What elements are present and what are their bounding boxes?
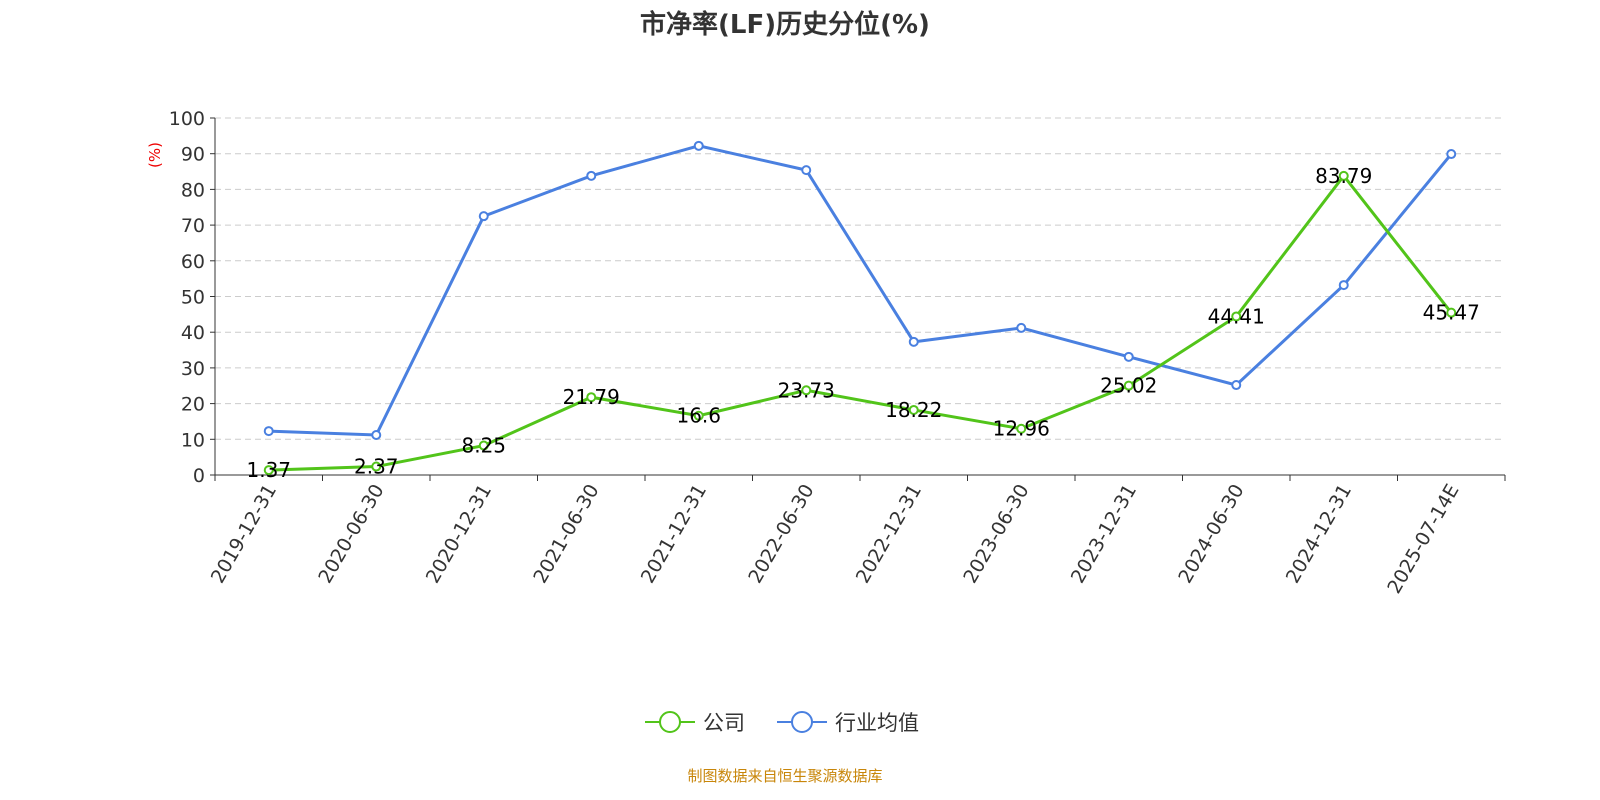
data-point[interactable] [1123,380,1134,391]
data-point[interactable] [1016,423,1027,434]
data-point[interactable] [908,336,919,347]
data-point[interactable] [1016,322,1027,333]
y-tick-label: 10 [181,429,205,451]
data-label: 8.25 [461,434,506,458]
data-point[interactable] [1338,170,1349,181]
x-tick-label: 2020-12-31 [422,481,496,588]
data-point[interactable] [1231,311,1242,322]
legend-label: 公司 [703,711,745,735]
x-tick-label: 2025-07-14E [1383,481,1463,598]
x-tick-label: 2020-06-30 [314,481,388,588]
x-tick-label: 2019-12-31 [207,481,281,588]
legend-label: 行业均值 [835,711,919,735]
data-point[interactable] [693,410,704,421]
data-label: 23.73 [778,378,835,402]
y-tick-label: 30 [181,358,205,380]
y-tick-label: 50 [181,287,205,309]
data-label: 12.96 [993,417,1050,441]
data-label: 21.79 [563,385,620,409]
data-label: 45.47 [1423,301,1480,325]
data-point[interactable] [478,440,489,451]
y-tick-label: 80 [181,179,205,201]
series-line [268,144,1453,437]
data-point[interactable] [1446,149,1457,160]
data-label: 18.22 [885,398,942,422]
data-label: 44.41 [1208,304,1265,328]
data-point[interactable] [801,165,812,176]
legend-marker-icon [791,711,813,733]
data-point[interactable] [371,461,382,472]
data-point[interactable] [478,211,489,222]
y-tick-label: 20 [181,394,205,416]
chart-title: 市净率(LF)历史分位(%) [640,9,930,40]
data-point[interactable] [1338,280,1349,291]
data-point[interactable] [801,385,812,396]
y-tick-label: 90 [181,144,205,166]
x-tick-label: 2021-12-31 [637,481,711,588]
data-point[interactable] [586,170,597,181]
data-point[interactable] [263,426,274,437]
y-tick-label: 0 [193,465,205,487]
data-point[interactable] [1123,351,1134,362]
data-point[interactable] [1231,380,1242,391]
x-tick-label: 2021-06-30 [529,481,603,588]
data-label: 2.37 [354,455,399,479]
data-point[interactable] [908,404,919,415]
x-tick-label: 2022-12-31 [852,481,926,588]
data-label: 25.02 [1100,374,1157,398]
source-note: 制图数据来自恒生聚源数据库 [687,767,882,785]
data-point[interactable] [1446,307,1457,318]
series-公司: 1.37 2.37 8.25 21.79 16.6 23.73 18.22 12.96 25.0… [246,164,1479,482]
y-tick-label: 40 [181,322,205,344]
y-tick-label: 100 [169,108,205,130]
y-tick-label: 70 [181,215,205,237]
data-label: 83.79 [1315,164,1372,188]
data-point[interactable] [371,430,382,441]
x-tick-label: 2022-06-30 [744,481,818,588]
x-tick-label: 2024-06-30 [1174,481,1248,588]
data-point[interactable] [263,465,274,476]
y-axis-label: (%) [146,142,164,168]
data-label: 1.37 [246,458,291,482]
legend-item-行业均值[interactable]: 行业均值 [777,711,919,735]
series-line [268,173,1453,472]
legend-marker-icon [659,711,681,733]
x-tick-label: 2024-12-31 [1282,481,1356,588]
data-point[interactable] [693,140,704,151]
x-tick-label: 2023-06-30 [959,481,1033,588]
x-tick-label: 2023-12-31 [1067,481,1141,588]
data-point[interactable] [586,392,597,403]
data-label: 16.6 [676,404,721,428]
legend-item-公司[interactable]: 公司 [645,711,745,735]
y-tick-label: 60 [181,251,205,273]
series-行业均值 [263,140,1457,441]
